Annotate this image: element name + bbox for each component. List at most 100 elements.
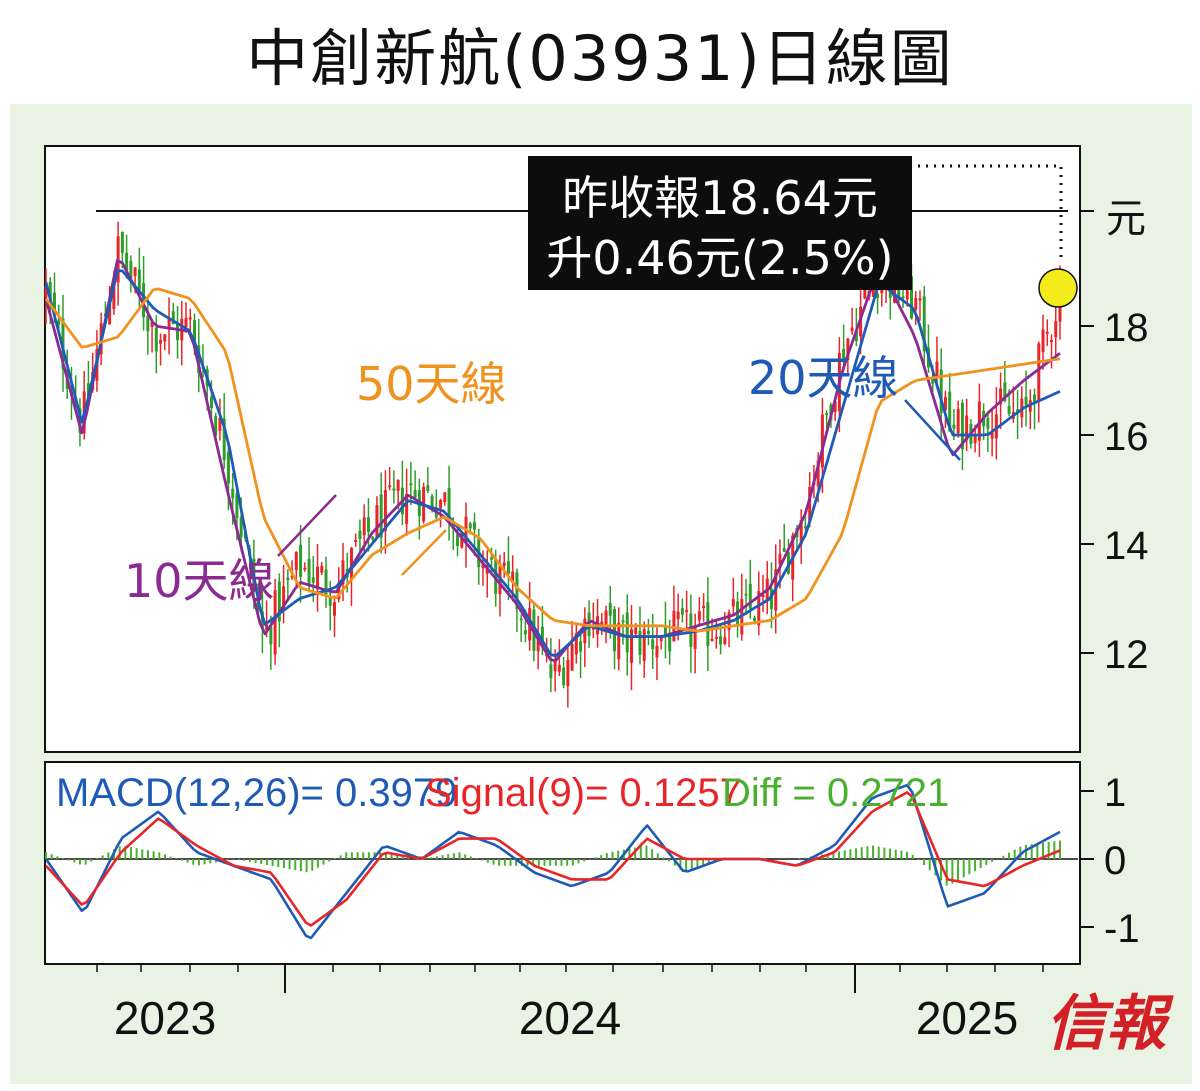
macd-line (44, 783, 1061, 940)
candle-body (803, 526, 807, 529)
candle-body (876, 294, 880, 299)
candle-body (354, 539, 358, 542)
candle-body (922, 296, 926, 352)
candle-body (757, 591, 761, 626)
candle-body (931, 377, 935, 384)
candle-body (562, 667, 566, 686)
candle-body (638, 630, 642, 655)
candle-body (994, 414, 998, 439)
candle-body (676, 611, 680, 620)
callout-line1: 昨收報18.64元 (562, 171, 878, 225)
candle-body (328, 598, 332, 606)
candle-body (150, 322, 154, 328)
candle-body (574, 633, 578, 655)
signal-legend: Signal(9)= 0.1257 (425, 771, 742, 815)
candle-body (816, 460, 820, 487)
candle-body (854, 331, 858, 342)
candle-body (371, 537, 375, 540)
candle-body (197, 345, 201, 374)
candle-body (952, 424, 956, 429)
candle-body (489, 557, 493, 560)
candle-body (222, 418, 226, 461)
ma20-line (44, 269, 1061, 658)
candle-body (914, 298, 918, 310)
candle-body (566, 659, 570, 687)
candle-body (820, 414, 824, 468)
candle-body (388, 485, 392, 488)
candle-body (672, 610, 676, 642)
candle-body (918, 298, 922, 301)
candle-body (659, 636, 663, 642)
y-axis-unit: 元 (1106, 197, 1146, 241)
candle-body (1033, 394, 1037, 404)
candle-body (171, 311, 175, 325)
page-title: 中創新航(03931)日線圖 (246, 22, 954, 95)
candle-body (324, 569, 328, 595)
candle-body (629, 629, 633, 663)
ma10-label-leader (277, 494, 337, 557)
candle-body (570, 644, 574, 671)
candle-body (349, 547, 353, 580)
y-tick-label: 12 (1104, 633, 1149, 677)
last-close-highlight (1038, 268, 1078, 308)
candle-body (176, 323, 180, 341)
candle-body (269, 626, 273, 645)
candle-body (460, 533, 464, 548)
candle-body (468, 523, 472, 529)
y-tick-label: 14 (1104, 524, 1149, 568)
candle-body (333, 602, 337, 616)
candle-body (986, 417, 990, 429)
candle-body (341, 560, 345, 585)
candle-body (990, 432, 994, 439)
candle-body (863, 289, 867, 299)
candle-body (125, 252, 129, 271)
candle-body (663, 626, 667, 637)
candle-body (646, 630, 650, 634)
candle-body (553, 661, 557, 672)
candle-body (290, 575, 294, 578)
candle-body (316, 566, 320, 590)
candle-body (375, 505, 379, 538)
candle-body (362, 517, 366, 536)
candle-body (579, 641, 583, 652)
candle-body (956, 408, 960, 434)
candle-body (231, 488, 235, 499)
candle-body (939, 369, 943, 414)
candle-body (163, 334, 167, 342)
candle-body (48, 281, 52, 300)
y-tick-label: 18 (1104, 306, 1149, 350)
candle-body (825, 413, 829, 416)
candle-body (506, 561, 510, 574)
axes-layer: 元 12 14 16 18 -1 0 1 2023 2024 2025 (96, 197, 1149, 1044)
x-year-label: 2025 (916, 992, 1018, 1044)
candle-body (642, 629, 646, 661)
candle-body (723, 637, 727, 644)
candle-body (299, 544, 303, 577)
ma50-label: 50天線 (356, 357, 507, 411)
candle-body (439, 500, 443, 509)
candle-body (621, 620, 625, 623)
candle-body (702, 605, 706, 609)
candle-body (282, 586, 286, 611)
candle-body (405, 493, 409, 524)
candle-body (226, 451, 230, 484)
candle-body (218, 417, 222, 431)
candle-body (842, 348, 846, 363)
candle-body (294, 551, 298, 571)
x-year-label: 2023 (114, 992, 216, 1044)
ma50-label-leader (401, 529, 447, 576)
candle-body (625, 612, 629, 653)
candle-body (536, 636, 540, 652)
macd-layer (44, 783, 1078, 940)
candle-body (337, 582, 341, 600)
macd-legend: MACD(12,26)= 0.3979 (56, 771, 457, 815)
candle-body (413, 490, 417, 498)
candle-body (447, 488, 451, 523)
candle-body (52, 292, 56, 314)
candle-body (540, 626, 544, 647)
candle-body (965, 415, 969, 441)
candle-body (456, 534, 460, 546)
candle-body (651, 639, 655, 650)
candle-body (910, 276, 914, 319)
